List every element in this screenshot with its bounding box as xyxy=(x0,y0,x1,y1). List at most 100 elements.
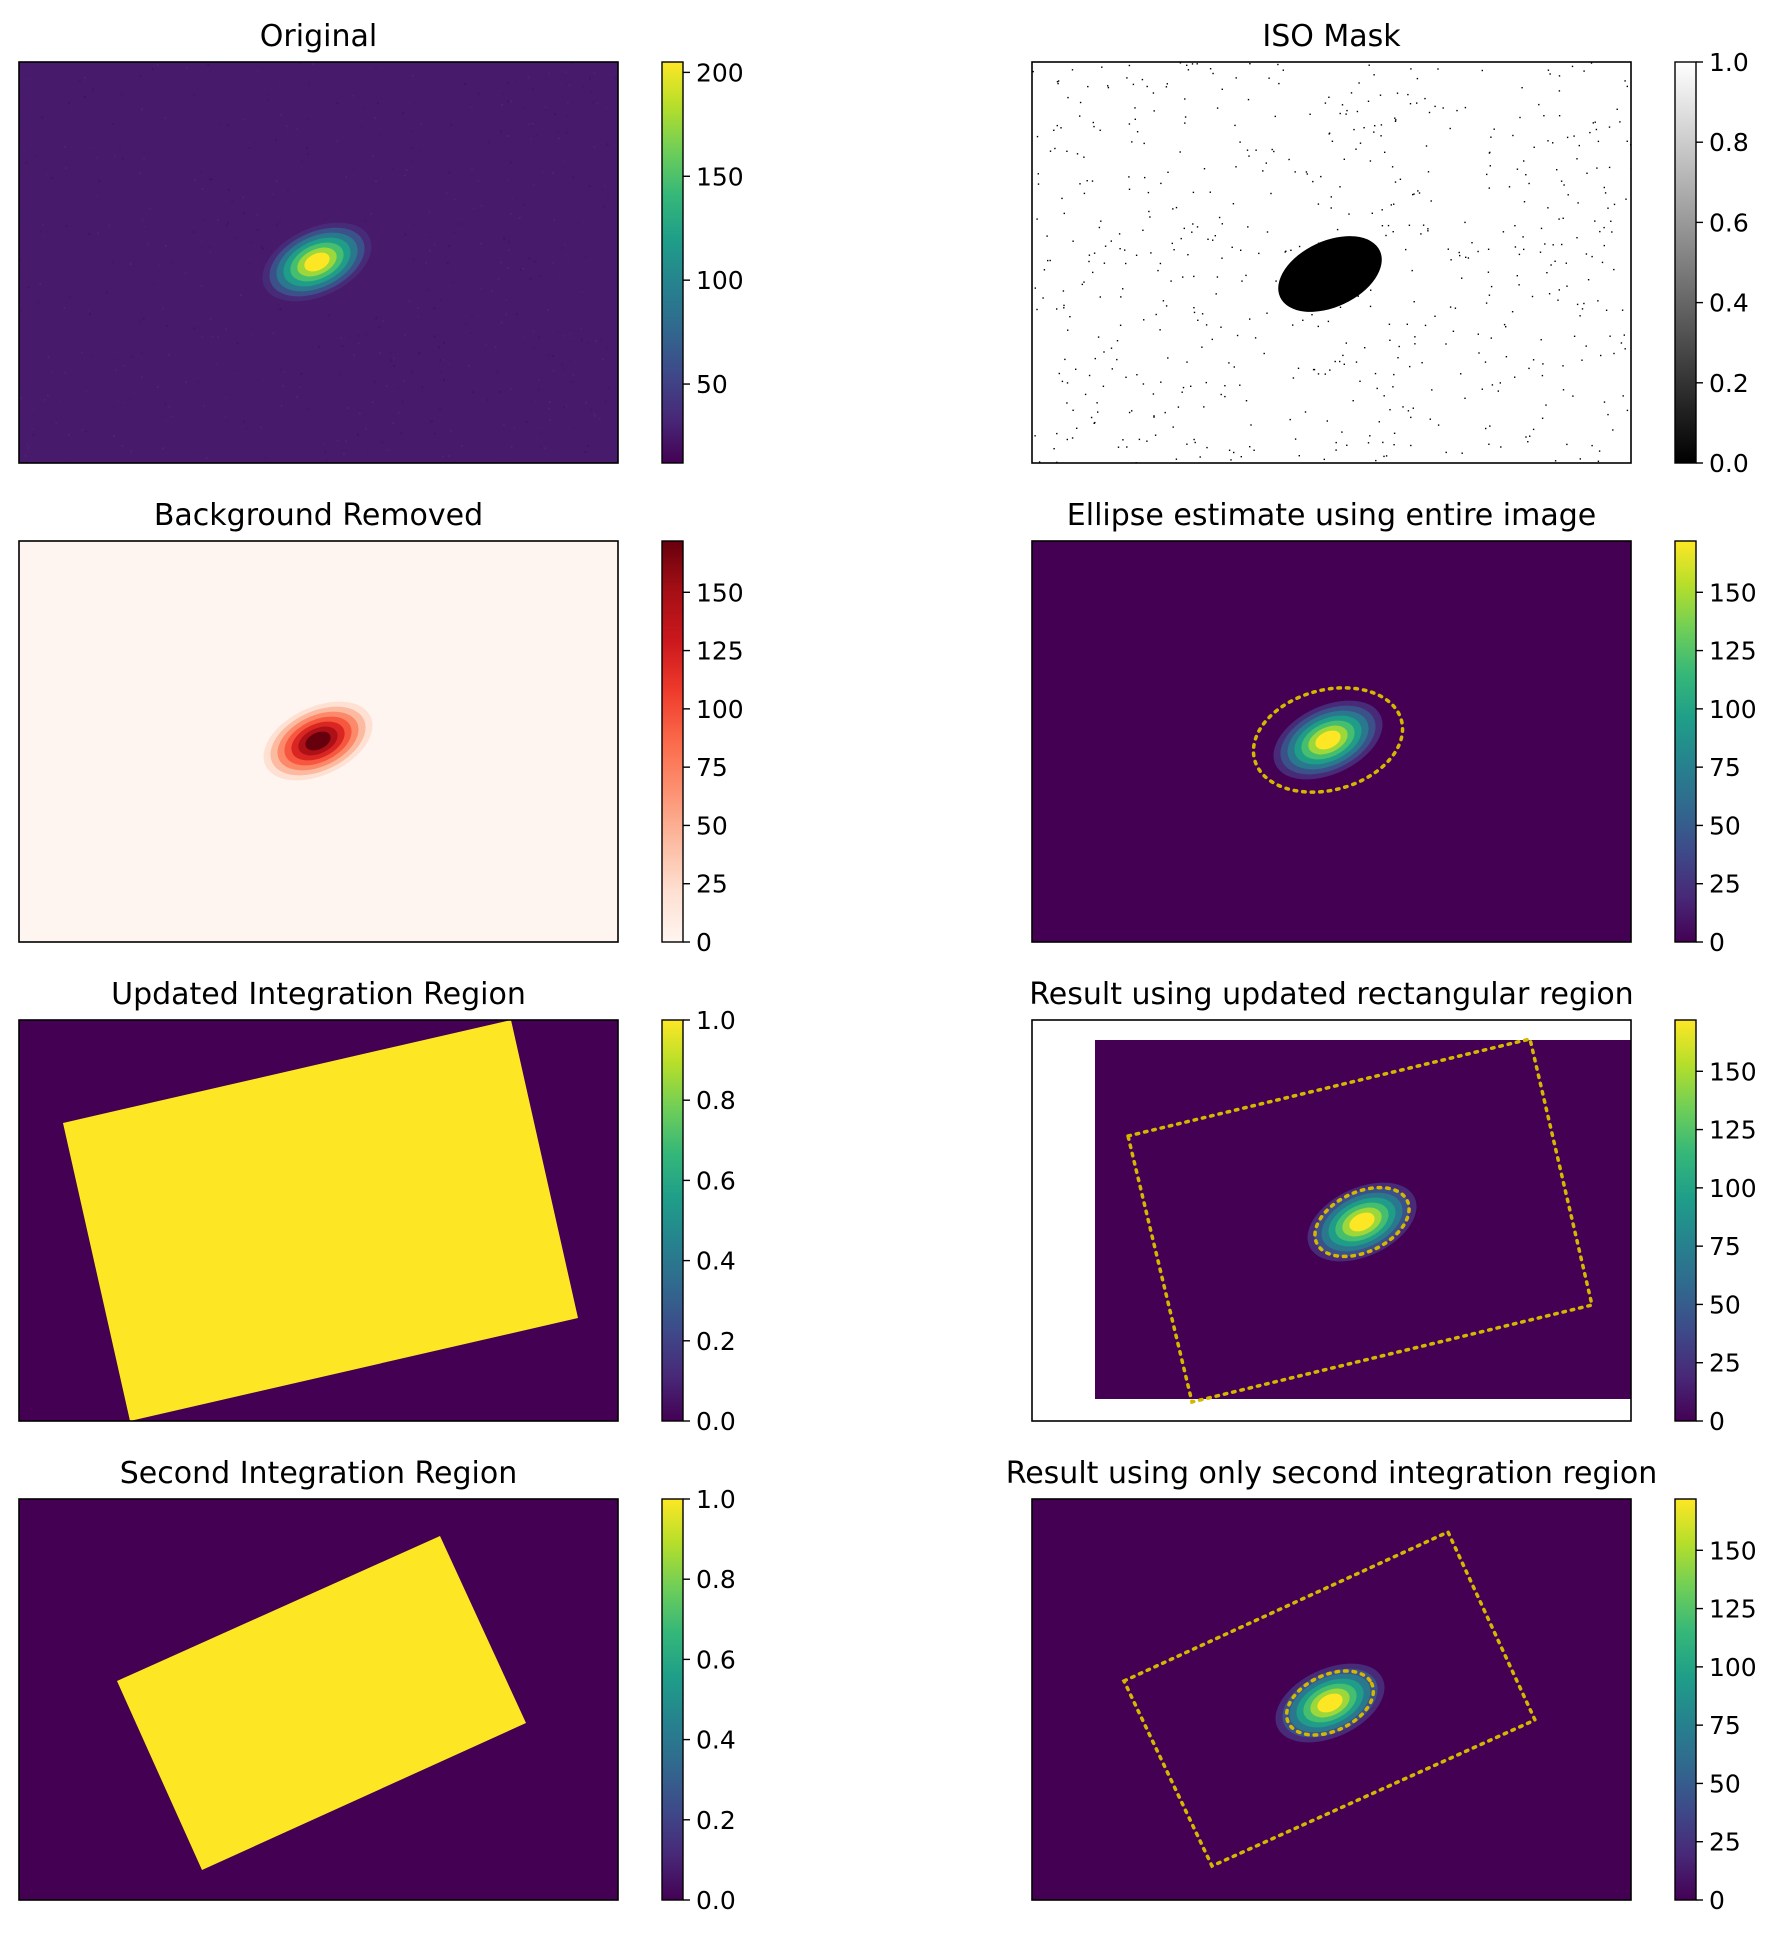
noise-pixel xyxy=(19,309,22,312)
mask-speckle xyxy=(1206,446,1208,449)
mask-speckle xyxy=(1266,312,1268,314)
blob-level xyxy=(1349,1212,1375,1232)
noise-pixel xyxy=(164,402,167,405)
noise-pixel xyxy=(525,420,528,423)
colorbar-tick-label: 75 xyxy=(1709,1711,1741,1740)
noise-pixel xyxy=(587,444,590,447)
noise-pixel xyxy=(284,411,287,414)
mask-speckle xyxy=(1320,175,1322,178)
noise-pixel xyxy=(444,331,447,334)
noise-pixel xyxy=(218,123,220,126)
mask-speckle xyxy=(1382,441,1384,444)
mask-speckle xyxy=(1557,299,1559,301)
noise-pixel xyxy=(49,169,52,172)
mask-speckle xyxy=(1560,180,1563,182)
noise-pixel xyxy=(390,110,393,113)
noise-pixel xyxy=(200,240,203,243)
mask-speckle xyxy=(1339,360,1341,363)
mask-speckle xyxy=(1375,459,1377,462)
mask-speckle xyxy=(1124,249,1126,251)
mask-speckle xyxy=(1083,281,1085,283)
noise-pixel xyxy=(83,293,86,296)
noise-pixel xyxy=(143,157,145,160)
mask-speckle xyxy=(1142,229,1144,231)
noise-pixel xyxy=(608,387,610,390)
mask-speckle xyxy=(1122,439,1124,441)
noise-pixel xyxy=(433,335,436,338)
noise-pixel xyxy=(341,345,344,347)
integration-region xyxy=(117,1536,526,1870)
mask-speckle xyxy=(1547,140,1549,142)
noise-pixel xyxy=(114,154,117,157)
mask-speckle xyxy=(1352,400,1354,402)
noise-pixel xyxy=(592,160,594,163)
noise-pixel xyxy=(536,212,539,215)
mask-speckle xyxy=(1548,293,1551,295)
mask-speckle xyxy=(1421,362,1423,364)
noise-pixel xyxy=(65,225,68,228)
mask-speckle xyxy=(1327,320,1330,323)
noise-pixel xyxy=(515,312,518,315)
mask-speckle xyxy=(1165,86,1168,88)
mask-speckle xyxy=(1075,368,1077,370)
mask-speckle xyxy=(1186,443,1188,445)
noise-pixel xyxy=(549,119,552,122)
noise-pixel xyxy=(252,340,255,342)
mask-speckle xyxy=(1116,340,1119,342)
image-frame xyxy=(1031,540,1632,943)
noise-pixel xyxy=(357,334,360,337)
noise-pixel xyxy=(200,171,203,174)
mask-speckle xyxy=(1566,136,1569,139)
mask-speckle xyxy=(1558,218,1560,220)
noise-pixel xyxy=(565,404,568,407)
mask-speckle xyxy=(1516,275,1518,277)
mask-speckle xyxy=(1603,401,1606,403)
mask-speckle xyxy=(1330,196,1332,198)
mask-speckle xyxy=(1329,369,1331,371)
mask-speckle xyxy=(1126,77,1128,79)
noise-pixel xyxy=(433,243,436,246)
mask-speckle xyxy=(1290,249,1292,251)
mask-speckle xyxy=(1207,238,1209,240)
noise-pixel xyxy=(433,307,436,310)
noise-pixel xyxy=(560,363,563,366)
mask-speckle xyxy=(1508,186,1511,188)
noise-pixel xyxy=(581,291,583,293)
noise-pixel xyxy=(55,421,58,424)
noise-pixel xyxy=(184,271,187,274)
mask-speckle xyxy=(1522,236,1524,238)
mask-speckle xyxy=(1239,384,1241,386)
noise-pixel xyxy=(364,219,367,222)
noise-pixel xyxy=(393,365,396,367)
noise-pixel xyxy=(565,131,568,134)
colorbar-tick-label: 0.0 xyxy=(696,1886,736,1915)
mask-speckle xyxy=(1369,160,1372,162)
noise-pixel xyxy=(164,245,167,247)
noise-pixel xyxy=(280,114,282,117)
noise-pixel xyxy=(448,171,451,174)
noise-pixel xyxy=(78,79,81,82)
colorbar-tick-label: 0.4 xyxy=(696,1247,736,1276)
noise-pixel xyxy=(537,388,540,391)
mask-speckle xyxy=(1037,183,1040,185)
noise-pixel xyxy=(382,319,385,322)
noise-pixel xyxy=(156,385,159,388)
noise-pixel xyxy=(258,220,261,223)
mask-speckle xyxy=(1193,438,1195,441)
mask-speckle xyxy=(1180,237,1182,240)
noise-pixel xyxy=(224,415,227,418)
noise-pixel xyxy=(91,143,94,146)
noise-pixel xyxy=(392,422,395,424)
noise-pixel xyxy=(502,92,505,95)
noise-pixel xyxy=(535,316,538,319)
noise-pixel xyxy=(609,241,611,244)
noise-pixel xyxy=(479,206,482,209)
noise-pixel xyxy=(130,355,133,358)
mask-speckle xyxy=(1512,134,1514,137)
colorbar-tick-label: 150 xyxy=(1709,1536,1757,1565)
mask-speckle xyxy=(1428,111,1431,114)
noise-pixel xyxy=(324,451,327,454)
mask-speckle xyxy=(1589,131,1591,134)
noise-pixel xyxy=(503,458,505,461)
mask-speckle xyxy=(1464,106,1467,109)
